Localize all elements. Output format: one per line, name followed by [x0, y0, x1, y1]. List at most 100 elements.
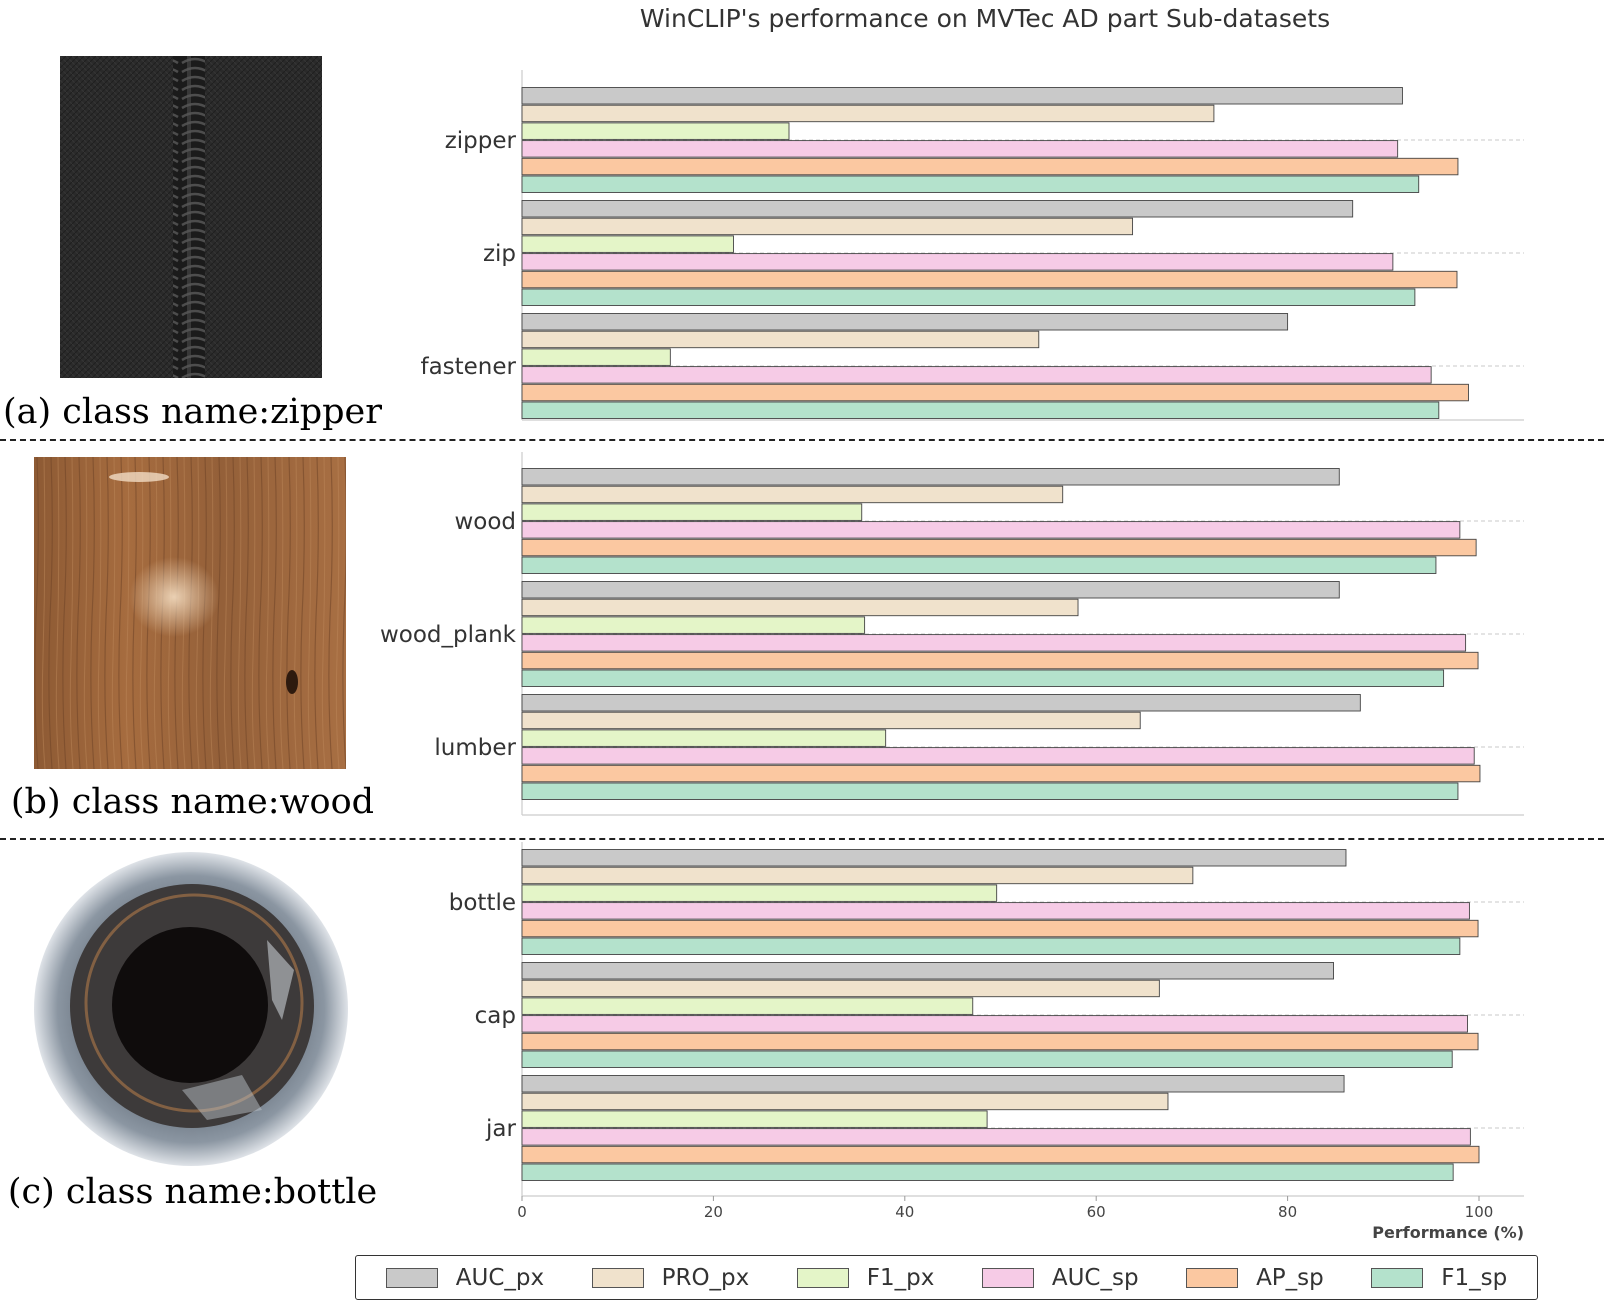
- bar-auc-sp: [521, 521, 1461, 539]
- bar-f1-sp: [521, 782, 1459, 800]
- bar-ap-sp: [521, 764, 1481, 783]
- bar-pro-px: [521, 485, 1064, 504]
- bar-ap-sp: [521, 383, 1469, 402]
- zipper-image: [60, 56, 322, 378]
- legend-label: F1_px: [866, 1264, 935, 1291]
- x-axis-label: Performance (%): [1372, 1223, 1524, 1242]
- x-tick-label: 40: [895, 1203, 914, 1221]
- bar-f1-px: [521, 235, 734, 253]
- chart-legend: AUC_px PRO_px F1_px AUC_sp AP_sp F1_sp: [355, 1255, 1538, 1300]
- bar-f1-sp: [521, 1050, 1453, 1068]
- category-label: fastener: [420, 354, 516, 380]
- legend-label: AUC_sp: [1051, 1264, 1139, 1291]
- bar-ap-sp: [521, 157, 1459, 176]
- category-label: wood_plank: [380, 622, 517, 648]
- bottle-image: [34, 852, 348, 1166]
- caption-zipper: (a) class name:zipper: [2, 392, 382, 432]
- caption-bottle: (c) class name:bottle: [7, 1172, 378, 1212]
- legend-item-auc-sp: AUC_sp: [981, 1264, 1139, 1291]
- bar-auc-px: [521, 1075, 1345, 1093]
- bar-auc-sp: [521, 1015, 1468, 1033]
- bar-pro-px: [521, 217, 1134, 236]
- category-label: zip: [483, 241, 516, 267]
- bar-f1-sp: [521, 401, 1440, 419]
- section-divider: [0, 439, 1604, 441]
- legend-swatch: [1371, 1267, 1424, 1288]
- bar-f1-sp: [521, 556, 1437, 574]
- legend-label: F1_sp: [1441, 1264, 1508, 1291]
- legend-item-f1-sp: F1_sp: [1371, 1265, 1507, 1291]
- bar-auc-sp: [521, 902, 1470, 920]
- bar-ap-sp: [521, 651, 1479, 670]
- bar-f1-px: [521, 884, 998, 902]
- x-tick-label: 60: [1087, 1203, 1106, 1221]
- bar-pro-px: [521, 866, 1194, 885]
- legend-item-ap-sp: AP_sp: [1186, 1265, 1324, 1291]
- bar-f1-sp: [521, 288, 1416, 306]
- bar-f1-px: [521, 729, 887, 747]
- bar-pro-px: [521, 1092, 1169, 1111]
- bar-pro-px: [521, 598, 1079, 617]
- legend-item-pro-px: PRO_px: [591, 1264, 750, 1291]
- category-label: bottle: [449, 890, 516, 916]
- bar-pro-px: [521, 330, 1040, 349]
- bar-auc-sp: [521, 747, 1475, 765]
- bar-auc-sp: [521, 366, 1432, 384]
- x-tick-label: 20: [704, 1203, 723, 1221]
- bar-ap-sp: [521, 1145, 1480, 1164]
- bar-auc-px: [521, 200, 1354, 218]
- bar-auc-px: [521, 87, 1403, 105]
- bar-f1-sp: [521, 1163, 1454, 1181]
- bar-auc-sp: [521, 253, 1394, 271]
- bar-auc-sp: [521, 634, 1467, 652]
- bar-f1-sp: [521, 937, 1461, 955]
- legend-swatch: [591, 1267, 644, 1288]
- bar-pro-px: [521, 104, 1215, 123]
- bar-auc-px: [521, 313, 1289, 331]
- legend-swatch: [385, 1267, 438, 1288]
- bar-ap-sp: [521, 538, 1477, 557]
- category-label: jar: [485, 1116, 516, 1142]
- bar-f1-px: [521, 1110, 988, 1128]
- wood-image: [34, 457, 346, 769]
- bar-f1-sp: [521, 175, 1420, 193]
- legend-swatch: [796, 1267, 849, 1288]
- bar-pro-px: [521, 979, 1160, 998]
- bar-ap-sp: [521, 919, 1479, 938]
- bar-ap-sp: [521, 270, 1458, 289]
- category-label: wood: [454, 509, 516, 535]
- bar-auc-sp: [521, 140, 1399, 158]
- bar-auc-px: [521, 581, 1340, 599]
- bar-ap-sp: [521, 1032, 1479, 1051]
- legend-item-f1-px: F1_px: [796, 1264, 935, 1291]
- bar-f1-px: [521, 997, 974, 1015]
- bar-auc-px: [521, 962, 1334, 980]
- section-divider: [0, 838, 1604, 840]
- x-tick-label: 80: [1278, 1203, 1297, 1221]
- x-tick-label: 0: [517, 1203, 527, 1221]
- x-tick-label: 100: [1465, 1203, 1494, 1221]
- bar-f1-sp: [521, 669, 1445, 687]
- category-label: lumber: [434, 735, 516, 761]
- legend-label: PRO_px: [661, 1264, 750, 1291]
- bar-f1-px: [521, 348, 671, 366]
- chart-title: WinCLIP's performance on MVTec AD part S…: [639, 4, 1331, 33]
- legend-swatch: [981, 1267, 1034, 1288]
- bar-f1-px: [521, 616, 866, 634]
- bar-auc-px: [521, 468, 1340, 486]
- legend-swatch: [1186, 1267, 1239, 1288]
- bar-auc-px: [521, 694, 1361, 712]
- category-label: zipper: [445, 128, 517, 154]
- bar-f1-px: [521, 122, 790, 140]
- category-label: cap: [475, 1003, 516, 1029]
- bar-auc-px: [521, 849, 1347, 867]
- caption-wood: (b) class name:wood: [10, 782, 375, 822]
- legend-label: AUC_px: [455, 1264, 545, 1291]
- bar-auc-sp: [521, 1128, 1471, 1146]
- legend-label: AP_sp: [1256, 1264, 1324, 1291]
- bar-pro-px: [521, 711, 1141, 730]
- legend-item-auc-px: AUC_px: [385, 1264, 545, 1291]
- bar-f1-px: [521, 503, 863, 521]
